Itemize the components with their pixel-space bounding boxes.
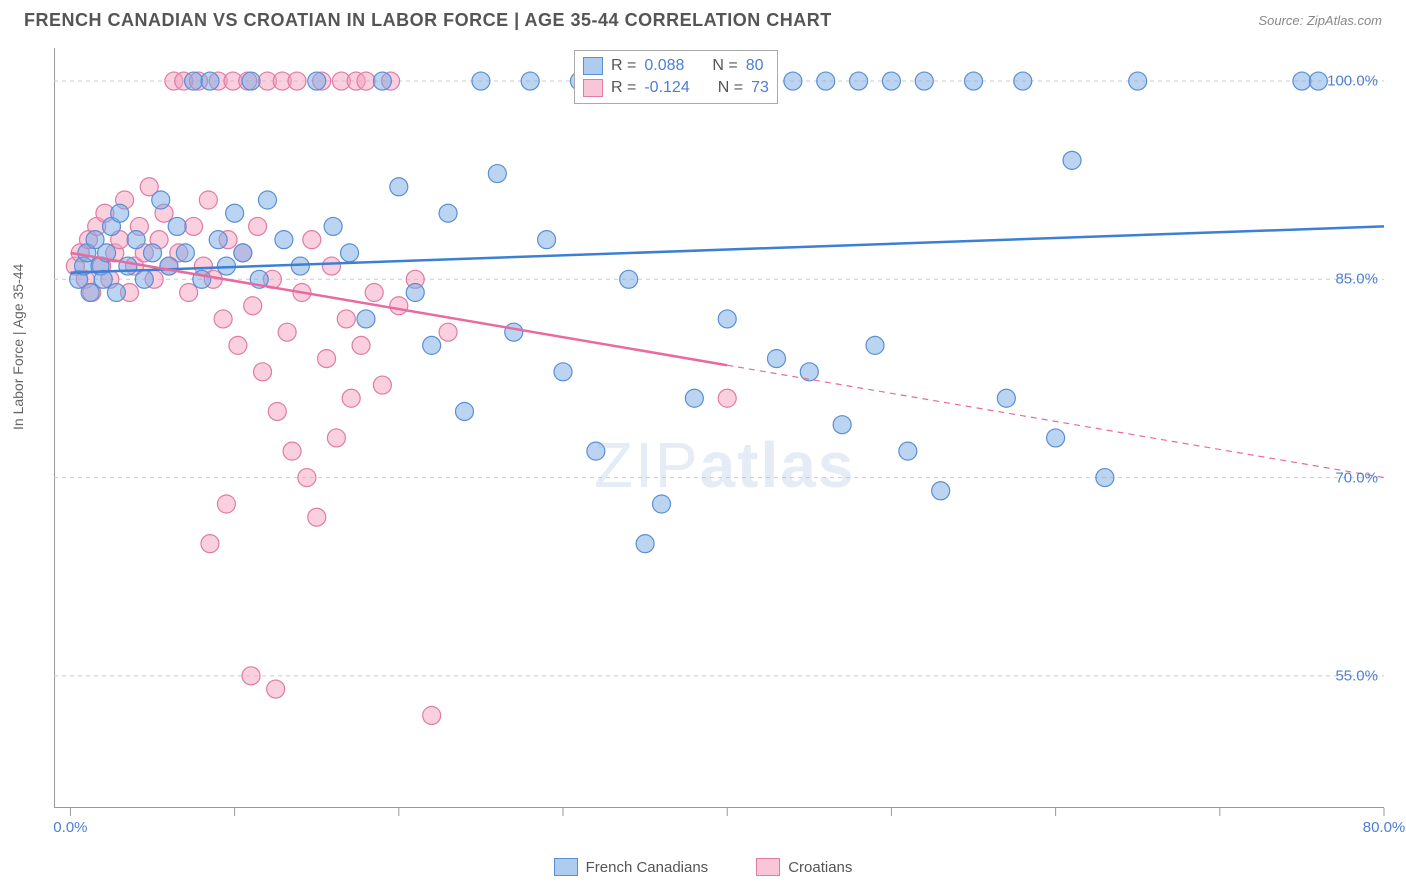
swatch-pink-icon: [583, 79, 603, 97]
x-tick-label: 80.0%: [1363, 819, 1406, 836]
plot-container: ZIPatlas R = 0.088 N = 80 R = -0.124 N =…: [54, 48, 1384, 808]
n-value-1: 80: [746, 57, 764, 75]
bottom-legend: French Canadians Croatians: [0, 856, 1406, 878]
stats-row-1: R = 0.088 N = 80: [583, 55, 769, 77]
r-value-1: 0.088: [644, 57, 684, 75]
y-tick-label: 55.0%: [1335, 667, 1378, 684]
legend-swatch-blue-icon: [554, 858, 578, 876]
stats-row-2: R = -0.124 N = 73: [583, 77, 769, 99]
r-label-1: R =: [611, 57, 636, 75]
legend-item-2: Croatians: [756, 856, 852, 878]
y-axis-label: In Labor Force | Age 35-44: [10, 264, 26, 430]
legend-label-2: Croatians: [788, 859, 852, 876]
legend-item-1: French Canadians: [554, 856, 709, 878]
y-tick-label: 100.0%: [1327, 73, 1378, 90]
x-tick-label: 0.0%: [53, 819, 87, 836]
stats-box: R = 0.088 N = 80 R = -0.124 N = 73: [574, 50, 778, 104]
n-label-1: N =: [712, 57, 737, 75]
y-tick-label: 85.0%: [1335, 271, 1378, 288]
r-value-2: -0.124: [644, 79, 689, 97]
legend-label-1: French Canadians: [586, 859, 709, 876]
n-label-2: N =: [718, 79, 743, 97]
legend-swatch-pink-icon: [756, 858, 780, 876]
r-label-2: R =: [611, 79, 636, 97]
n-value-2: 73: [751, 79, 769, 97]
header: FRENCH CANADIAN VS CROATIAN IN LABOR FOR…: [0, 0, 1406, 37]
chart-svg: [54, 48, 1384, 808]
source-label: Source: ZipAtlas.com: [1258, 13, 1382, 28]
chart-title: FRENCH CANADIAN VS CROATIAN IN LABOR FOR…: [24, 10, 832, 31]
y-tick-label: 70.0%: [1335, 469, 1378, 486]
swatch-blue-icon: [583, 57, 603, 75]
